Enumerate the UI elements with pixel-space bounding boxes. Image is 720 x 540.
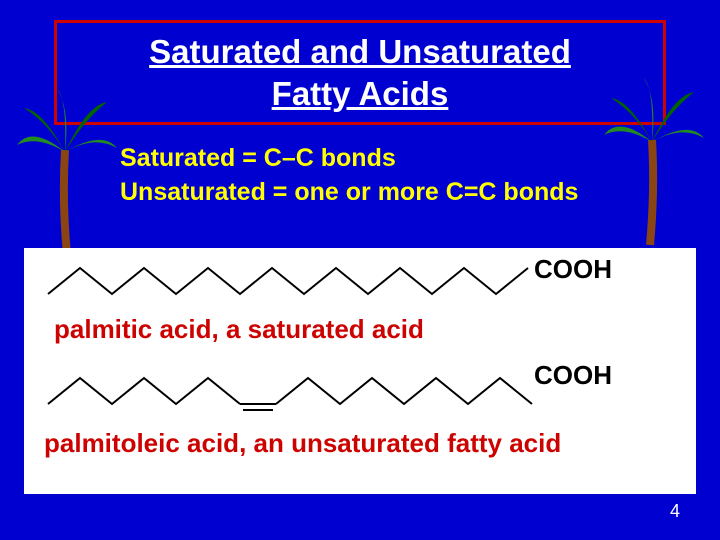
- definition-saturated: Saturated = C–C bonds: [120, 142, 578, 176]
- definition-unsaturated: Unsaturated = one or more C=C bonds: [120, 176, 578, 210]
- palm-tree-right-icon: [595, 70, 705, 250]
- palmitoleic-structure-icon: [44, 368, 554, 416]
- palmitoleic-cooh-label: COOH: [534, 360, 612, 391]
- definitions-block: Saturated = C–C bonds Unsaturated = one …: [120, 142, 578, 210]
- structures-panel: COOH palmitic acid, a saturated acid COO…: [24, 248, 696, 494]
- palmitic-cooh-label: COOH: [534, 254, 612, 285]
- title-line-1: Saturated and Unsaturated: [149, 31, 571, 72]
- palm-tree-left-icon: [12, 80, 122, 260]
- title-box: Saturated and Unsaturated Fatty Acids: [54, 20, 666, 125]
- palmitic-label: palmitic acid, a saturated acid: [54, 314, 424, 345]
- palmitoleic-label: palmitoleic acid, an unsaturated fatty a…: [44, 428, 561, 459]
- title-line-2: Fatty Acids: [272, 73, 449, 114]
- palmitic-structure-icon: [44, 262, 544, 302]
- page-number: 4: [670, 501, 680, 522]
